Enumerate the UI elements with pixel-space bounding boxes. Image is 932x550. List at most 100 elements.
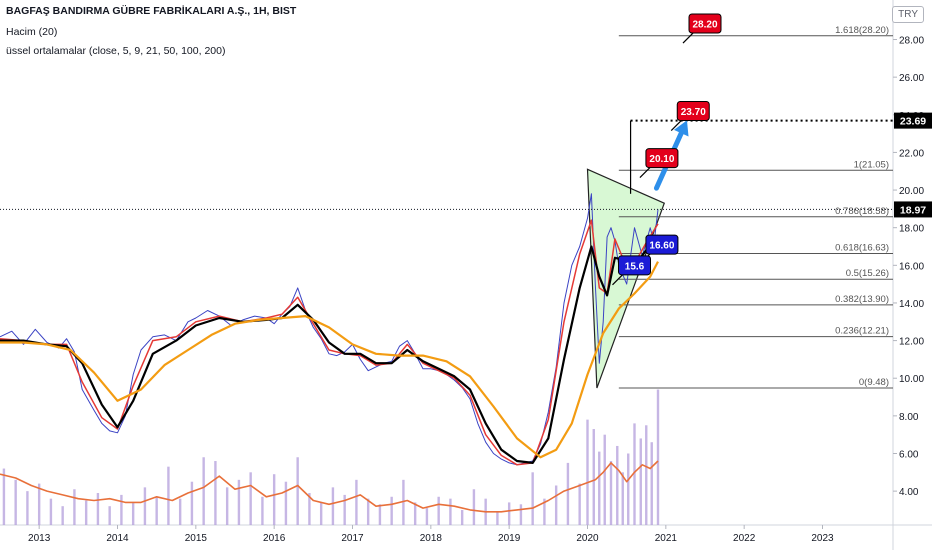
volume-bar bbox=[645, 425, 648, 525]
volume-bar bbox=[460, 509, 464, 525]
volume-bar bbox=[296, 457, 299, 525]
target-arrow-head bbox=[673, 120, 689, 137]
volume-bar bbox=[656, 389, 660, 525]
volume-bar bbox=[131, 502, 135, 525]
volume-bar bbox=[472, 489, 476, 525]
target-callout-label: 20.10 bbox=[649, 154, 674, 165]
volume-bar bbox=[598, 451, 601, 525]
series-ema-mid bbox=[0, 234, 659, 464]
target-callout-pointer bbox=[612, 274, 623, 286]
volume-bar bbox=[331, 487, 335, 525]
volume-bar bbox=[639, 438, 642, 525]
y-tick-label: 22.00 bbox=[899, 148, 924, 159]
volume-bar bbox=[437, 496, 440, 525]
target-callout-box bbox=[645, 148, 679, 169]
volume-bar bbox=[507, 502, 511, 525]
x-tick-label: 2022 bbox=[733, 533, 756, 544]
x-tick-label: 2018 bbox=[420, 533, 443, 544]
series-volume-ma bbox=[0, 460, 659, 513]
volume-bar bbox=[249, 472, 252, 525]
x-tick-label: 2021 bbox=[655, 533, 678, 544]
volume-bar bbox=[108, 506, 111, 525]
symmetrical-triangle bbox=[586, 168, 666, 389]
y-tick-label: 20.00 bbox=[899, 186, 924, 197]
volume-bar bbox=[543, 498, 546, 525]
fib-level-label: 1(21.05) bbox=[854, 159, 889, 170]
y-tick-label: 16.00 bbox=[899, 261, 924, 272]
volume-bar bbox=[84, 500, 88, 525]
volume-bar bbox=[96, 493, 100, 525]
volume-bar bbox=[566, 462, 570, 525]
volume-bar bbox=[390, 496, 393, 525]
x-tick-label: 2019 bbox=[498, 533, 521, 544]
volume-bar bbox=[413, 502, 417, 525]
x-tick-label: 2015 bbox=[185, 533, 208, 544]
x-tick-label: 2020 bbox=[576, 533, 599, 544]
target-callout-label: 16.60 bbox=[649, 241, 674, 252]
volume-bar bbox=[155, 496, 158, 525]
volume-bar bbox=[592, 429, 595, 525]
volume-bar bbox=[61, 506, 64, 525]
volume-bar bbox=[202, 457, 205, 525]
volume-bar bbox=[167, 466, 170, 525]
target-callout-box bbox=[688, 13, 722, 34]
volume-bar bbox=[190, 481, 194, 525]
volume-bar bbox=[621, 472, 624, 525]
volume-bar bbox=[402, 479, 405, 525]
target-callout-label: 15.6 bbox=[625, 261, 645, 272]
fib-level-label: 0(9.48) bbox=[859, 377, 889, 388]
volume-bar bbox=[343, 494, 346, 525]
target-callout-pointer bbox=[682, 32, 694, 44]
volume-bar bbox=[2, 468, 6, 525]
volume-bar bbox=[49, 498, 53, 525]
volume-bar bbox=[627, 453, 630, 525]
fib-level-label: 0.5(15.26) bbox=[846, 268, 889, 279]
target-callout-box bbox=[676, 101, 710, 122]
volume-bar bbox=[355, 479, 358, 525]
x-tick-label: 2023 bbox=[811, 533, 834, 544]
ema-indicator-label[interactable]: üssel ortalamalar (close, 5, 9, 21, 50, … bbox=[6, 45, 226, 57]
volume-bar bbox=[531, 472, 534, 525]
target-callout-label: 28.20 bbox=[692, 20, 717, 31]
y-tick-label: 4.00 bbox=[899, 487, 919, 498]
fib-level-label: 0.618(16.63) bbox=[835, 242, 889, 253]
series-price bbox=[0, 193, 659, 466]
volume-bar bbox=[650, 442, 653, 525]
y-tick-label: 14.00 bbox=[899, 299, 924, 310]
volume-bar bbox=[272, 474, 276, 525]
volume-bar bbox=[519, 504, 523, 525]
volume-bar bbox=[378, 504, 382, 525]
volume-bar bbox=[37, 483, 41, 525]
volume-bar bbox=[73, 489, 76, 525]
volume-bar bbox=[554, 485, 558, 525]
volume-bar bbox=[449, 498, 452, 525]
last-price-label: 18.97 bbox=[900, 204, 926, 216]
volume-indicator-label[interactable]: Hacim (20) bbox=[6, 26, 58, 38]
fib-level-label: 0.382(13.90) bbox=[835, 294, 889, 305]
series-ema-long bbox=[0, 261, 659, 459]
fib-level-label: 0.786(18.58) bbox=[835, 206, 889, 217]
target-callout-box bbox=[618, 255, 651, 276]
target-level-tag bbox=[894, 112, 932, 129]
x-tick-label: 2013 bbox=[28, 533, 51, 544]
volume-bar bbox=[178, 498, 182, 525]
volume-bar bbox=[237, 479, 241, 525]
y-tick-label: 26.00 bbox=[899, 73, 924, 84]
currency-badge[interactable]: TRY bbox=[892, 6, 924, 23]
last-price-tag bbox=[894, 201, 932, 218]
volume-bar bbox=[609, 461, 613, 525]
volume-bar bbox=[214, 461, 217, 525]
target-callout-pointer bbox=[639, 167, 651, 178]
volume-bar bbox=[143, 487, 147, 525]
target-callout-box bbox=[645, 234, 679, 255]
target-level-label: 23.69 bbox=[900, 116, 926, 128]
volume-bar bbox=[603, 434, 606, 525]
volume-bar bbox=[616, 445, 619, 525]
y-tick-label: 18.00 bbox=[899, 224, 924, 235]
fib-level-label: 0.236(12.21) bbox=[835, 326, 889, 337]
volume-bar bbox=[586, 419, 589, 525]
x-tick-label: 2014 bbox=[106, 533, 129, 544]
chart-title: BAGFAŞ BANDIRMA GÜBRE FABRİKALARI A.Ş., … bbox=[6, 5, 297, 17]
volume-bar bbox=[26, 491, 29, 525]
